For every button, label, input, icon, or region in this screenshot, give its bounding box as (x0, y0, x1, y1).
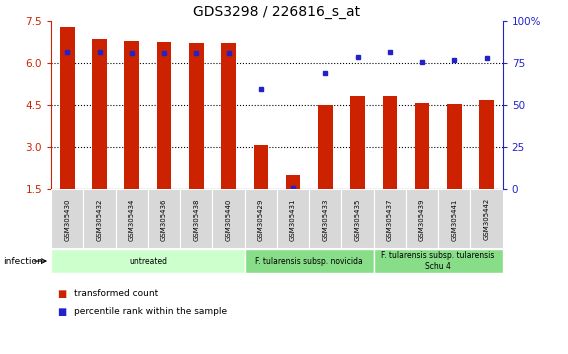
Bar (341, 189, 374, 248)
Text: GSM305437: GSM305437 (387, 198, 393, 241)
Bar (447, 104, 462, 189)
Text: GSM305430: GSM305430 (64, 198, 70, 241)
Bar (116, 189, 148, 248)
Text: GSM305439: GSM305439 (419, 198, 425, 241)
Text: ■: ■ (57, 307, 66, 316)
Bar (374, 249, 503, 273)
Bar (83, 189, 116, 248)
Text: GSM305433: GSM305433 (322, 198, 328, 241)
Text: GSM305441: GSM305441 (452, 198, 457, 240)
Bar (51, 249, 245, 273)
Text: GSM305436: GSM305436 (161, 198, 167, 241)
Text: infection: infection (3, 257, 43, 266)
Bar (60, 27, 74, 189)
Bar (479, 100, 494, 189)
Bar (92, 39, 107, 189)
Text: percentile rank within the sample: percentile rank within the sample (74, 307, 227, 316)
Bar (277, 189, 309, 248)
Bar (148, 189, 180, 248)
Bar (318, 105, 332, 189)
Bar (350, 96, 365, 189)
Title: GDS3298 / 226816_s_at: GDS3298 / 226816_s_at (193, 5, 361, 19)
Bar (222, 43, 236, 189)
Text: ■: ■ (57, 289, 66, 299)
Bar (470, 189, 503, 248)
Bar (382, 96, 397, 189)
Bar (374, 189, 406, 248)
Text: GSM305442: GSM305442 (483, 198, 490, 240)
Bar (245, 249, 374, 273)
Text: GSM305434: GSM305434 (129, 198, 135, 240)
Text: GSM305440: GSM305440 (225, 198, 232, 240)
Text: F. tularensis subsp. tularensis
Schu 4: F. tularensis subsp. tularensis Schu 4 (382, 251, 495, 271)
Text: GSM305435: GSM305435 (354, 198, 361, 240)
Bar (180, 189, 212, 248)
Bar (189, 43, 203, 189)
Text: GSM305429: GSM305429 (258, 198, 264, 240)
Text: GSM305431: GSM305431 (290, 198, 296, 241)
Text: F. tularensis subsp. novicida: F. tularensis subsp. novicida (255, 257, 363, 266)
Bar (309, 189, 341, 248)
Text: GSM305438: GSM305438 (193, 198, 199, 241)
Text: untreated: untreated (129, 257, 167, 266)
Bar (157, 42, 172, 189)
Bar (253, 144, 268, 189)
Bar (406, 189, 438, 248)
Text: GSM305432: GSM305432 (97, 198, 102, 240)
Bar (286, 175, 300, 189)
Bar (438, 189, 470, 248)
Bar (212, 189, 245, 248)
Text: transformed count: transformed count (74, 289, 158, 298)
Bar (415, 103, 429, 189)
Bar (245, 189, 277, 248)
Bar (51, 189, 83, 248)
Bar (124, 41, 139, 189)
